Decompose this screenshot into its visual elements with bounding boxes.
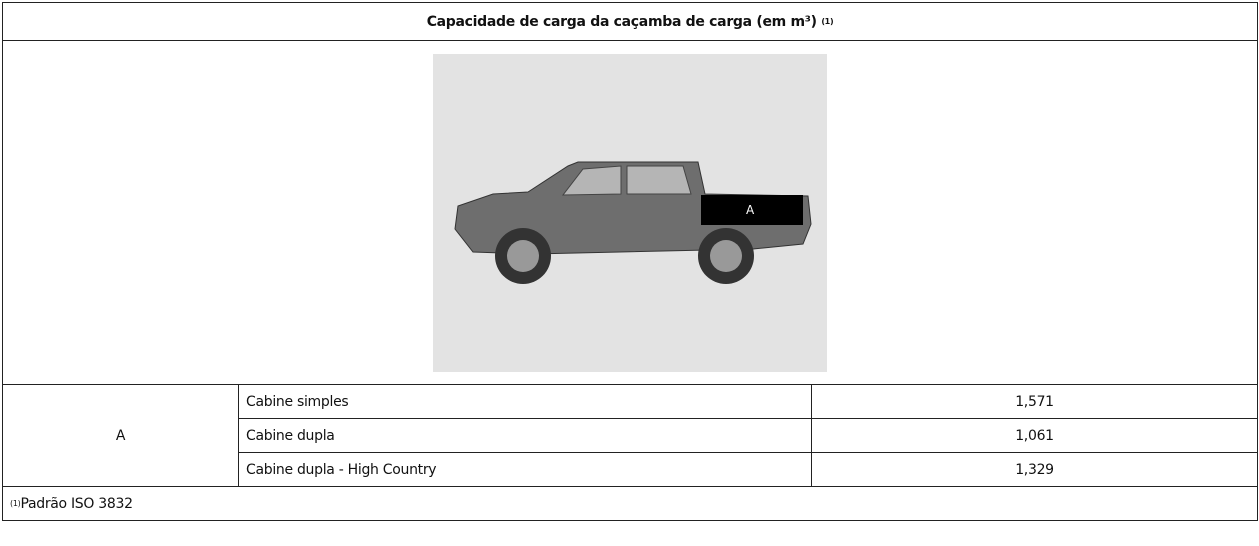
title: Capacidade de carga da caçamba de carga … (426, 13, 817, 30)
rim (710, 239, 742, 272)
row-value: 1,329 (811, 452, 1258, 487)
row-value: 1,061 (811, 418, 1258, 453)
cargo-bed (701, 194, 803, 225)
bed-label: A (746, 203, 755, 217)
truck-figure: A (433, 53, 827, 372)
row-name: Cabine dupla (238, 418, 812, 453)
group-label: A (115, 427, 126, 444)
row-name: Cabine simples (238, 384, 812, 419)
footnote-mark: (1) (10, 499, 21, 508)
footnote-cell: (1) Padrão ISO 3832 (2, 486, 1258, 521)
image-cell: A (2, 40, 1258, 385)
rim (507, 239, 539, 272)
title-cell: Capacidade de carga da caçamba de carga … (2, 2, 1258, 41)
group-cell: A (2, 384, 239, 487)
row-name: Cabine dupla - High Country (238, 452, 812, 487)
title-note: (1) (821, 17, 834, 26)
footnote-text: Padrão ISO 3832 (20, 495, 133, 512)
row-value: 1,571 (811, 384, 1258, 419)
windows (561, 164, 692, 196)
